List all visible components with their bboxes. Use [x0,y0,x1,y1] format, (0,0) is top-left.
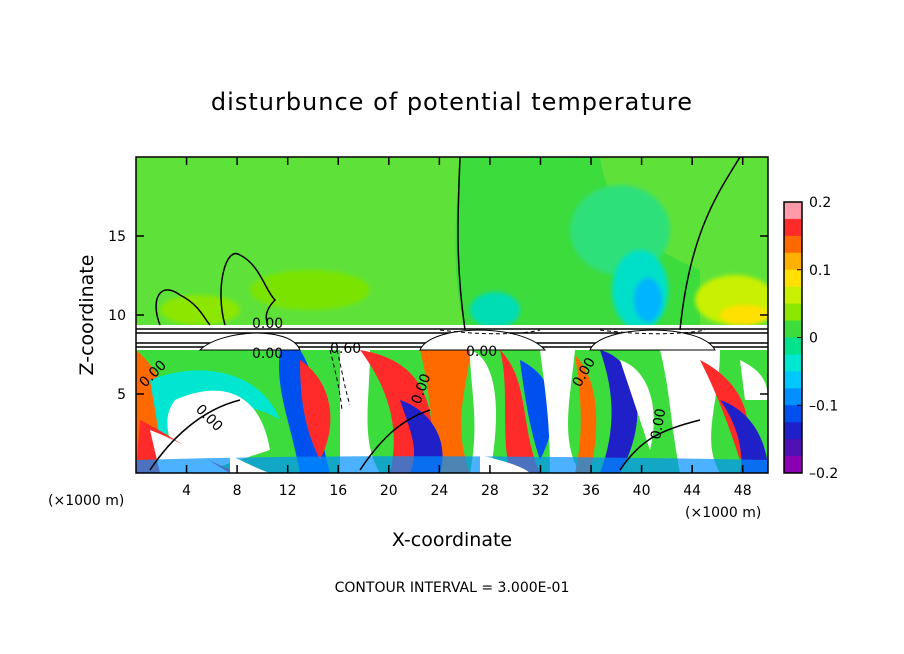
colorbar-swatch [784,337,802,355]
chart-title: disturbunce of potential temperature [211,88,693,116]
x-tick-label: 16 [329,483,347,499]
colorbar-swatch [784,202,802,220]
colorbar-swatch [784,354,802,372]
colorbar-tick-label: 0 [809,331,818,347]
contour-label: 0.00 [648,407,669,440]
y-tick-label: 10 [108,308,126,324]
colorbar-swatch [784,218,802,237]
x-tick-label: 36 [582,483,600,499]
y-tick-label: 5 [117,387,126,403]
upper-field-warm [250,270,370,310]
upper-field-cool [470,292,520,328]
hump-features [198,329,716,351]
x-tick-label: 4 [182,483,191,499]
colorbar-swatch [784,303,802,322]
colorbar-swatch [784,405,802,423]
contour-labels: 0.00 0.00 0.60 0.00 0.00 0.00 0.00 0.00 … [137,316,670,441]
turbulence-patches [136,350,768,473]
x-tick-label: 44 [683,483,701,499]
x-tick-label: 28 [481,483,499,499]
contour-label: 0.00 [252,316,283,332]
colorbar-swatch [784,371,802,389]
contour-interval-note: CONTOUR INTERVAL = 3.000E-01 [335,580,570,596]
colorbar-swatch [784,439,802,457]
x-unit-label: (×1000 m) [48,493,124,509]
contour-label: 0.00 [466,344,497,360]
colorbar-swatch [784,456,802,474]
colorbar-tick-label: –0.2 [809,466,838,482]
x-tick-label: 24 [430,483,448,499]
dashed-contours [329,329,706,411]
contour-label: 0.60 [330,341,361,357]
contour-label: 0.00 [252,346,283,362]
colorbar-tick-label: –0.1 [809,398,838,414]
colorbar-tick-label: 0.2 [809,195,831,211]
y-tick-label: 15 [108,229,126,245]
colorbar-tick-label: 0.1 [809,263,831,279]
y-axis-title: Z-coordinate [76,255,98,376]
x-tick-label: 32 [532,483,550,499]
y-axis: 5 10 15 [108,229,768,403]
x-unit-label-right: (×1000 m) [685,505,761,521]
colorbar-swatch [784,235,802,254]
colorbar-swatch [784,320,802,338]
colorbar-swatch [784,269,802,288]
x-tick-label: 12 [279,483,297,499]
x-axis: 4 8 12 16 20 24 28 32 36 40 44 48 [182,157,752,499]
x-tick-label: 40 [633,483,651,499]
colorbar: 0.2 0.1 0 –0.1 –0.2 [783,195,838,482]
contour-lines [149,157,741,471]
colorbar-swatch [784,388,802,406]
x-tick-label: 8 [233,483,242,499]
colorbar-swatch [784,286,802,305]
upper-field-warm [720,305,768,325]
upper-field-cool [634,278,662,322]
x-axis-title: X-coordinate [392,529,512,551]
colorbar-swatch [784,252,802,271]
x-tick-label: 20 [380,483,398,499]
colorbar-swatch [784,422,802,440]
plot-area [136,157,768,473]
x-tick-label: 48 [734,483,752,499]
